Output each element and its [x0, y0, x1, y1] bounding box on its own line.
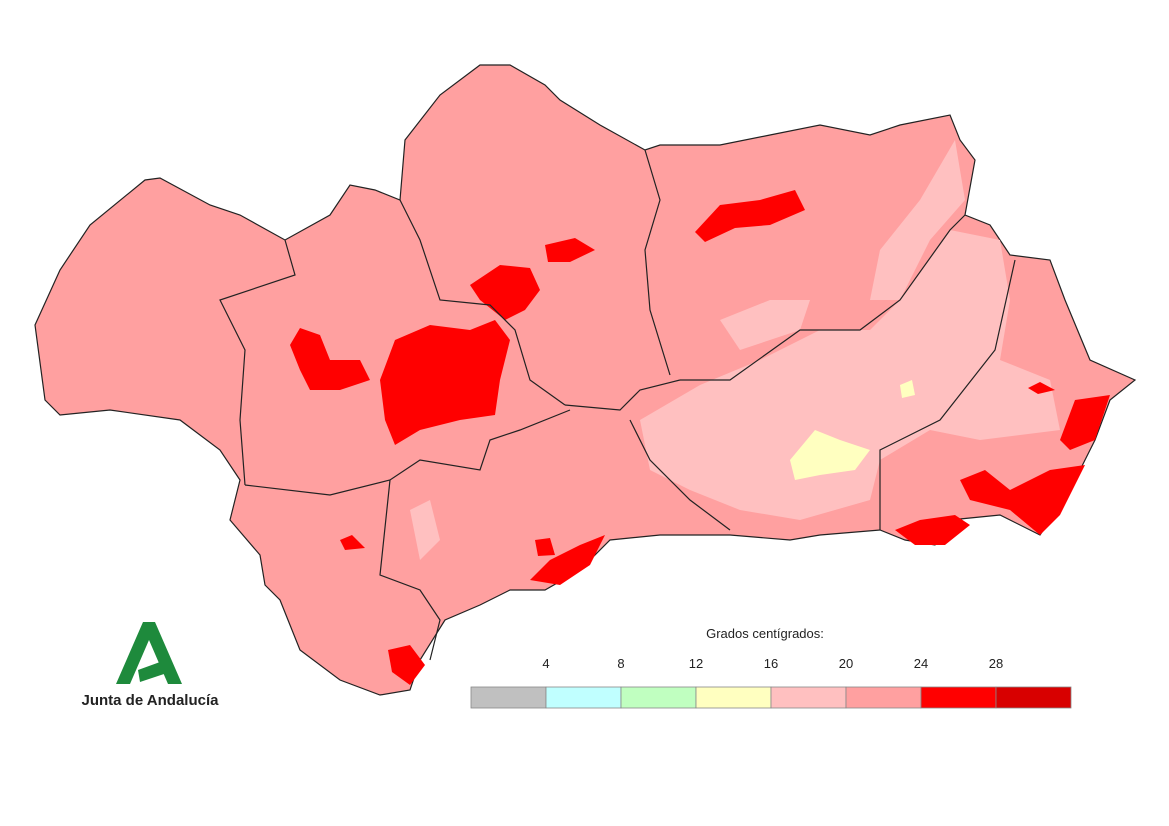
border [564, 379, 681, 411]
border [879, 259, 1016, 530]
mild-zone [870, 140, 965, 300]
cool-zone [900, 380, 915, 398]
hot-zone [388, 645, 425, 685]
map [34, 64, 1137, 696]
legend-swatch [470, 686, 547, 709]
logo-mark [116, 622, 182, 684]
legend-tick-label: 28 [989, 656, 1003, 671]
legend-tick-label: 16 [764, 656, 778, 671]
legend-tick-label: 24 [914, 656, 928, 671]
hot-zone [535, 538, 555, 556]
mild-zone [410, 500, 440, 560]
cool-zone [790, 430, 870, 480]
hot-zone [470, 265, 540, 320]
legend-title: Grados centígrados: [706, 626, 824, 641]
hot-zone [960, 465, 1085, 535]
hot-zone [340, 535, 365, 550]
border [680, 214, 966, 381]
hot-zone [895, 515, 970, 545]
border [379, 479, 441, 661]
region-outline [34, 64, 1137, 696]
border [629, 419, 731, 531]
border [399, 199, 566, 406]
legend-tick-label: 4 [542, 656, 549, 671]
logo: Junta de Andalucía [82, 622, 220, 709]
hot-zone [290, 328, 370, 390]
legend-tick-label: 20 [839, 656, 853, 671]
province-borders [219, 149, 1016, 661]
hot-zone [1060, 395, 1110, 450]
legend-swatch [620, 686, 697, 709]
legend-tick-label: 8 [617, 656, 624, 671]
legend: Grados centígrados: 4 8 12 16 20 24 28 [470, 626, 1072, 709]
mild-zone [640, 230, 1060, 520]
mild-zone [720, 300, 810, 350]
legend-swatch [995, 686, 1072, 709]
legend-swatch [845, 686, 922, 709]
hot-zone [695, 190, 805, 242]
hot-zone [380, 320, 510, 445]
hot-zone [545, 238, 595, 262]
legend-tick-label: 12 [689, 656, 703, 671]
legend-swatch [920, 686, 997, 709]
legend-swatch [545, 686, 622, 709]
border [219, 239, 296, 486]
border [244, 409, 571, 496]
legend-swatch [770, 686, 847, 709]
hot-zone [1028, 382, 1055, 394]
legend-swatch [695, 686, 772, 709]
border [644, 149, 671, 376]
hot-zone [530, 535, 605, 585]
logo-text: Junta de Andalucía [82, 692, 220, 709]
